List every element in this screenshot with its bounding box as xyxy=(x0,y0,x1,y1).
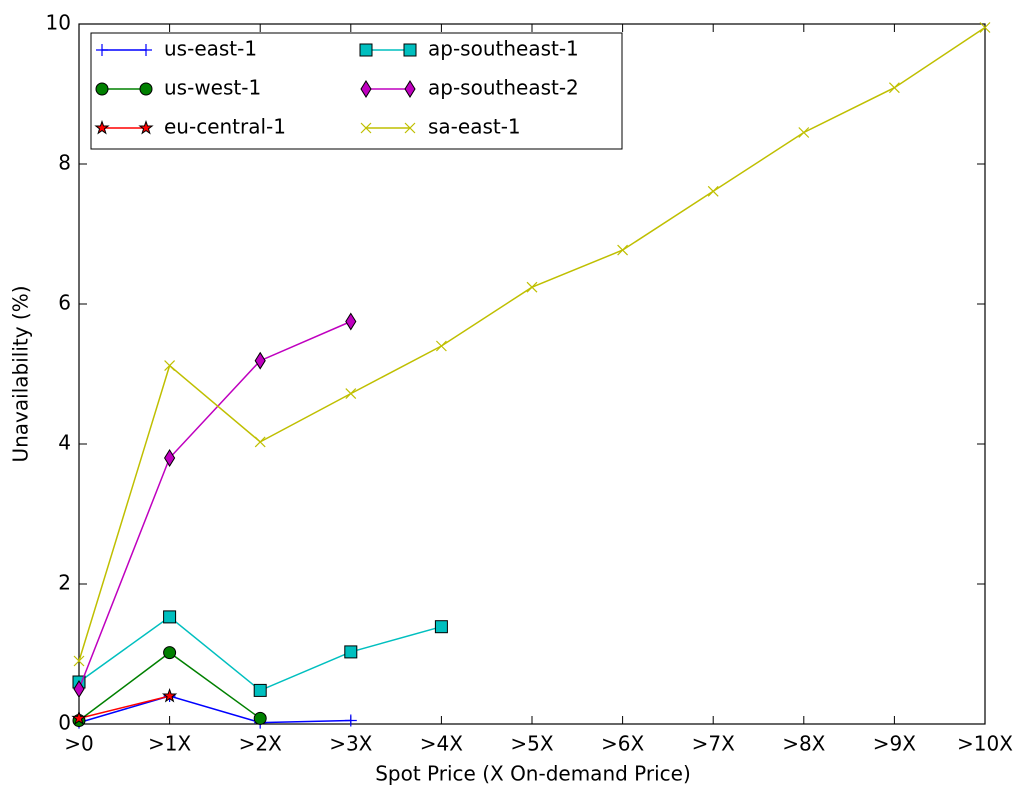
marker xyxy=(526,281,538,293)
marker xyxy=(360,122,372,134)
y-tick-label: 6 xyxy=(58,291,71,315)
y-tick-label: 4 xyxy=(58,431,71,455)
x-tick-label: >7X xyxy=(692,732,735,756)
marker xyxy=(254,436,266,448)
y-axis-label: Unavailability (%) xyxy=(9,285,33,462)
marker xyxy=(345,388,357,400)
marker xyxy=(979,22,991,33)
marker xyxy=(139,82,153,96)
legend-label: eu-central-1 xyxy=(164,115,286,139)
legend-label: ap-southeast-1 xyxy=(428,37,579,61)
marker xyxy=(161,687,178,703)
marker xyxy=(344,645,358,659)
marker xyxy=(96,44,108,56)
legend-label: ap-southeast-2 xyxy=(428,76,579,100)
x-tick-label: >8X xyxy=(782,732,825,756)
marker xyxy=(163,610,177,624)
x-axis-label: Spot Price (X On-demand Price) xyxy=(375,762,691,786)
x-tick-label: >5X xyxy=(510,732,553,756)
marker xyxy=(95,82,109,96)
marker xyxy=(73,680,85,698)
legend-box xyxy=(90,32,623,150)
marker xyxy=(345,312,357,331)
series-line xyxy=(78,320,352,690)
marker xyxy=(888,82,900,94)
x-tick-label: >6X xyxy=(601,732,644,756)
marker xyxy=(404,80,416,98)
marker xyxy=(138,119,154,135)
x-tick-label: >2X xyxy=(239,732,282,756)
series-line xyxy=(78,695,170,720)
marker xyxy=(798,127,810,138)
x-tick-label: >3X xyxy=(329,732,372,756)
marker xyxy=(71,710,87,725)
x-tick-label: >9X xyxy=(873,732,916,756)
legend-label: sa-east-1 xyxy=(428,115,521,139)
marker xyxy=(360,80,372,98)
marker xyxy=(434,620,448,634)
marker xyxy=(164,449,176,467)
x-tick-label: >0 xyxy=(64,732,93,756)
y-tick-label: 0 xyxy=(58,711,71,735)
marker xyxy=(253,683,267,697)
x-tick-label: >4X xyxy=(420,732,463,756)
legend-label: us-east-1 xyxy=(164,37,257,61)
x-tick-label: >1X xyxy=(148,732,191,756)
marker xyxy=(140,44,152,56)
marker xyxy=(404,122,416,134)
marker xyxy=(164,360,176,372)
legend-label: us-west-1 xyxy=(164,76,261,100)
series-line xyxy=(78,695,351,724)
marker xyxy=(344,714,357,727)
marker xyxy=(617,244,629,256)
x-tick-label: >10X xyxy=(957,732,1013,756)
marker xyxy=(253,711,267,725)
y-tick-label: 8 xyxy=(58,151,71,175)
marker xyxy=(435,340,447,352)
y-tick-label: 2 xyxy=(58,571,71,595)
marker xyxy=(359,43,373,57)
marker xyxy=(707,185,719,197)
marker xyxy=(403,43,417,57)
marker xyxy=(254,351,266,370)
y-tick-label: 10 xyxy=(46,11,71,35)
marker xyxy=(94,119,110,135)
legend: us-east-1 us-west-1 eu-central-1 ap-southea… xyxy=(90,32,623,150)
marker xyxy=(163,646,177,660)
marker xyxy=(73,655,85,667)
